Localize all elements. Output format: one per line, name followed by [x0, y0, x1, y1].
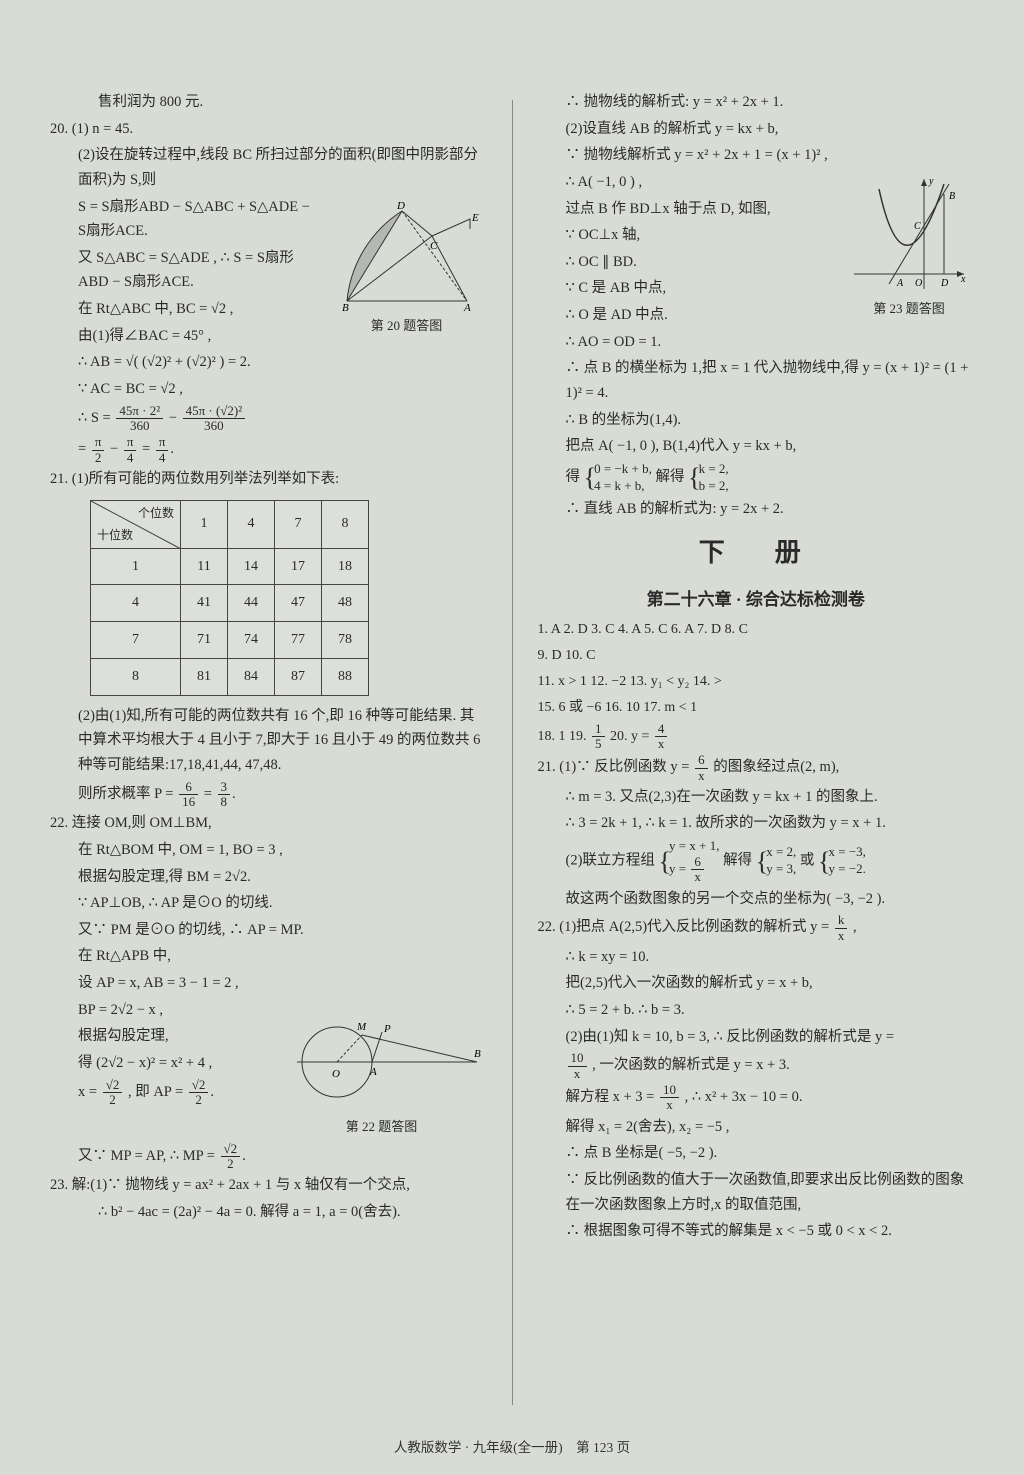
svg-text:D: D — [940, 278, 949, 289]
text: 则所求概率 P = 616 = 38. — [50, 780, 487, 810]
text: 设 AP = x, AB = 3 − 1 = 2 , — [50, 971, 487, 996]
table-diag-header: 个位数 十位数 — [91, 500, 181, 548]
text: ∵ AP⊥OB, ∴ AP 是⊙O 的切线. — [50, 891, 487, 916]
text: (2)由(1)知,所有可能的两位数共有 16 个,即 16 种等可能结果. 其中… — [50, 704, 487, 778]
svg-text:D: D — [396, 201, 405, 212]
problem-21r: 21. (1)∵ 反比例函数 y = 6x 的图象经过点(2, m), — [538, 753, 975, 783]
svg-text:A: A — [896, 278, 904, 289]
text: ∴ m = 3. 又点(2,3)在一次函数 y = kx + 1 的图象上. — [538, 785, 975, 810]
col-header: 8 — [322, 500, 369, 548]
svg-text:B: B — [949, 191, 955, 202]
text: (2)由(1)知 k = 10, b = 3, ∴ 反比例函数的解析式是 y = — [538, 1025, 975, 1050]
text: ∴ 根据图象可得不等式的解集是 x < −5 或 0 < x < 2. — [538, 1219, 975, 1244]
svg-text:A: A — [463, 302, 471, 311]
text: ∴ k = xy = 10. — [538, 945, 975, 970]
text: 9. D 10. C — [538, 644, 975, 668]
text: (2)设在旋转过程中,线段 BC 所扫过部分的面积(即图中阴影部分面积)为 S,… — [50, 143, 487, 192]
text: 在 Rt△BOM 中, OM = 1, BO = 3 , — [50, 838, 487, 863]
column-divider — [512, 100, 513, 1405]
text: 15. 6 或 −6 16. 10 17. m < 1 — [538, 696, 975, 720]
text: ∵ AC = BC = √2 , — [50, 377, 487, 402]
text: 把点 A( −1, 0 ), B(1,4)代入 y = kx + b, — [538, 434, 975, 459]
text: ∴ 5 = 2 + b. ∴ b = 3. — [538, 998, 975, 1023]
text: ∴ 点 B 坐标是( −5, −2 ). — [538, 1141, 975, 1166]
text: ∴ AB = √( (√2)² + (√2)² ) = 2. — [50, 350, 487, 375]
text: ∴ 直线 AB 的解析式为: y = 2x + 2. — [538, 497, 975, 522]
right-column: ∴ 抛物线的解析式: y = x² + 2x + 1. (2)设直线 AB 的解… — [538, 90, 975, 1405]
col-header: 7 — [275, 500, 322, 548]
svg-text:M: M — [356, 1021, 367, 1033]
figure-22-caption: 第 22 题答图 — [346, 1119, 418, 1134]
text: = π2 − π4 = π4. — [50, 435, 487, 465]
text: ∴ AO = OD = 1. — [538, 330, 975, 355]
col-header: 1 — [181, 500, 228, 548]
text: 又∵ MP = AP, ∴ MP = √22. — [50, 1142, 487, 1172]
problem-22r: 22. (1)把点 A(2,5)代入反比例函数的解析式 y = kx , — [538, 913, 975, 943]
text: 故这两个函数图象的另一个交点的坐标为( −3, −2 ). — [538, 887, 975, 912]
text: ∴ 抛物线的解析式: y = x² + 2x + 1. — [538, 90, 975, 115]
svg-text:A: A — [369, 1066, 377, 1078]
table-row: 441444748 — [91, 585, 369, 622]
figure-23: A O D x y B C 第 23 题答图 — [844, 174, 974, 320]
figure-20: B A D C E 第 20 题答图 — [327, 201, 487, 337]
text: 10x , 一次函数的解析式是 y = x + 3. — [538, 1051, 975, 1081]
text: (2)设直线 AB 的解析式 y = kx + b, — [538, 117, 975, 142]
text: 又∵ PM 是⊙O 的切线, ∴ AP = MP. — [50, 918, 487, 943]
text: ∴ 3 = 2k + 1, ∴ k = 1. 故所求的一次函数为 y = x +… — [538, 811, 975, 836]
text: ∵ 反比例函数的值大于一次函数值,即要求出反比例函数的图象在一次函数图象上方时,… — [538, 1168, 975, 1217]
text: (2)联立方程组 {y = x + 1,y = 6x 解得 {x = 2,y =… — [538, 838, 975, 884]
text: 根据勾股定理,得 BM = 2√2. — [50, 865, 487, 890]
figure-23-caption: 第 23 题答图 — [873, 301, 945, 316]
text: 18. 1 19. 15 20. y = 4x — [538, 722, 975, 752]
table-row: 881848788 — [91, 658, 369, 695]
svg-text:C: C — [430, 240, 438, 252]
volume-title: 下 册 — [538, 531, 975, 575]
left-column: 售利润为 800 元. 20. (1) n = 45. (2)设在旋转过程中,线… — [50, 90, 487, 1405]
svg-text:y: y — [928, 176, 934, 187]
probability-table: 个位数 十位数 1 4 7 8 111141718 441444748 7717… — [90, 500, 369, 696]
text: ∴ 点 B 的横坐标为 1,把 x = 1 代入抛物线中,得 y = (x + … — [538, 356, 975, 405]
svg-text:B: B — [342, 302, 349, 311]
problem-22: 22. 连接 OM,则 OM⊥BM, — [50, 811, 487, 836]
problem-20: 20. (1) n = 45. — [50, 117, 487, 142]
text: ∵ 抛物线解析式 y = x² + 2x + 1 = (x + 1)² , — [538, 143, 975, 168]
text: 得 {0 = −k + b,4 = k + b, 解得 {k = 2,b = 2… — [538, 461, 975, 495]
svg-text:E: E — [471, 212, 479, 224]
text: 11. x > 1 12. −2 13. y₁ < y₂ 14. > — [538, 670, 975, 694]
problem-21: 21. (1)所有可能的两位数用列举法列举如下表: — [50, 467, 487, 492]
page-footer: 人教版数学 · 九年级(全一册) 第 123 页 — [0, 1437, 1024, 1460]
svg-text:O: O — [332, 1068, 340, 1080]
table-row: 771747778 — [91, 622, 369, 659]
text: 1. A 2. D 3. C 4. A 5. C 6. A 7. D 8. C — [538, 618, 975, 642]
answer-key: 1. A 2. D 3. C 4. A 5. C 6. A 7. D 8. C … — [538, 618, 975, 751]
text: 解得 x₁ = 2(舍去), x₂ = −5 , — [538, 1115, 975, 1140]
text: 售利润为 800 元. — [50, 90, 487, 115]
figure-22: O A M P B 第 22 题答图 — [277, 1002, 487, 1138]
chapter-title: 第二十六章 · 综合达标检测卷 — [538, 586, 975, 615]
svg-text:O: O — [915, 278, 922, 289]
problem-23: 23. 解:(1)∵ 抛物线 y = ax² + 2ax + 1 与 x 轴仅有… — [50, 1173, 487, 1198]
figure-20-caption: 第 20 题答图 — [371, 318, 443, 333]
svg-text:B: B — [474, 1048, 481, 1060]
text: ∴ B 的坐标为(1,4). — [538, 408, 975, 433]
page: 售利润为 800 元. 20. (1) n = 45. (2)设在旋转过程中,线… — [0, 0, 1024, 1435]
table-row: 111141718 — [91, 548, 369, 585]
text: 解方程 x + 3 = 10x , ∴ x² + 3x − 10 = 0. — [538, 1083, 975, 1113]
text: ∴ S = 45π · 2²360 − 45π · (√2)²360 — [50, 404, 487, 434]
text: ∴ b² − 4ac = (2a)² − 4a = 0. 解得 a = 1, a… — [50, 1200, 487, 1225]
text: 在 Rt△APB 中, — [50, 944, 487, 969]
col-header: 4 — [228, 500, 275, 548]
svg-text:x: x — [960, 274, 966, 285]
svg-text:P: P — [383, 1023, 391, 1035]
text: 把(2,5)代入一次函数的解析式 y = x + b, — [538, 971, 975, 996]
svg-text:C: C — [914, 221, 921, 232]
